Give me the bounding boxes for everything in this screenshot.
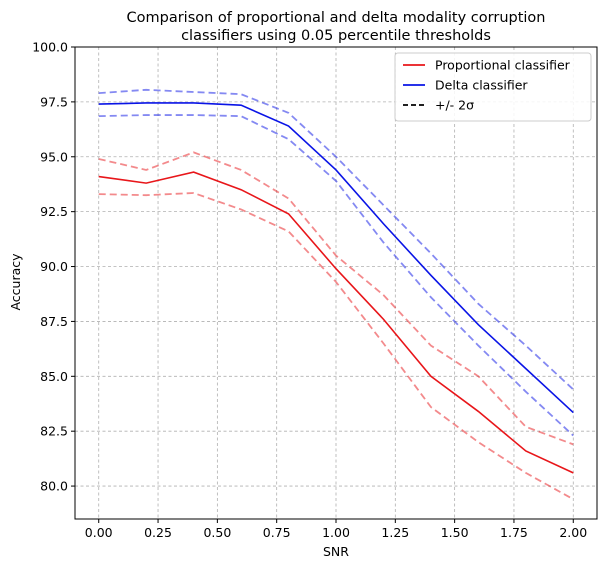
- y-tick-label: 87.5: [40, 314, 68, 329]
- legend-label: Proportional classifier: [435, 58, 571, 73]
- x-tick-label: 0.00: [85, 525, 113, 540]
- legend-box: [394, 52, 592, 122]
- chart-title-line-1: Comparison of proportional and delta mod…: [127, 10, 546, 26]
- x-tick-label: 0.75: [263, 525, 291, 540]
- legend: Proportional classifier Delta classifier +…: [394, 52, 592, 122]
- y-tick-label: 80.0: [40, 479, 68, 494]
- delta-classifier-line: [98, 102, 574, 414]
- x-tick-label: 1.75: [500, 525, 528, 540]
- y-tick-label: 97.5: [40, 94, 68, 109]
- y-tick-label: 82.5: [40, 424, 68, 439]
- x-tick-label: 0.50: [203, 525, 231, 540]
- delta-classifier-lower-band-line: [98, 114, 574, 437]
- x-tick-label: 0.25: [144, 525, 172, 540]
- y-tick-label: 90.0: [40, 259, 68, 274]
- x-tick-label: 1.00: [322, 525, 350, 540]
- proportional-classifier-line: [98, 171, 574, 474]
- legend-label: Delta classifier: [435, 78, 528, 93]
- tick-marks: 0.00 0.25 0.50 0.75 1.00 1.25 1.50 1.75 2.00 80.0…: [32, 40, 587, 541]
- series-lines: [98, 88, 574, 501]
- chart-title-line-2: classifiers using 0.05 percentile thresh…: [181, 28, 491, 44]
- x-tick-label: 1.50: [441, 525, 469, 540]
- x-tick-label: 2.00: [559, 525, 587, 540]
- y-tick-label: 85.0: [40, 369, 68, 384]
- x-tick-label: 1.25: [381, 525, 409, 540]
- y-tick-label: 95.0: [40, 149, 68, 164]
- y-tick-label: 100.0: [32, 40, 68, 55]
- y-tick-label: 92.5: [40, 204, 68, 219]
- y-axis-label: Accuracy: [8, 253, 23, 311]
- delta-classifier-upper-band-line: [98, 88, 574, 391]
- legend-label: +/- 2σ: [435, 98, 474, 113]
- proportional-classifier-lower-band-line: [98, 192, 574, 501]
- proportional-classifier-upper-band-line: [98, 151, 574, 446]
- x-axis-label: SNR: [323, 544, 349, 559]
